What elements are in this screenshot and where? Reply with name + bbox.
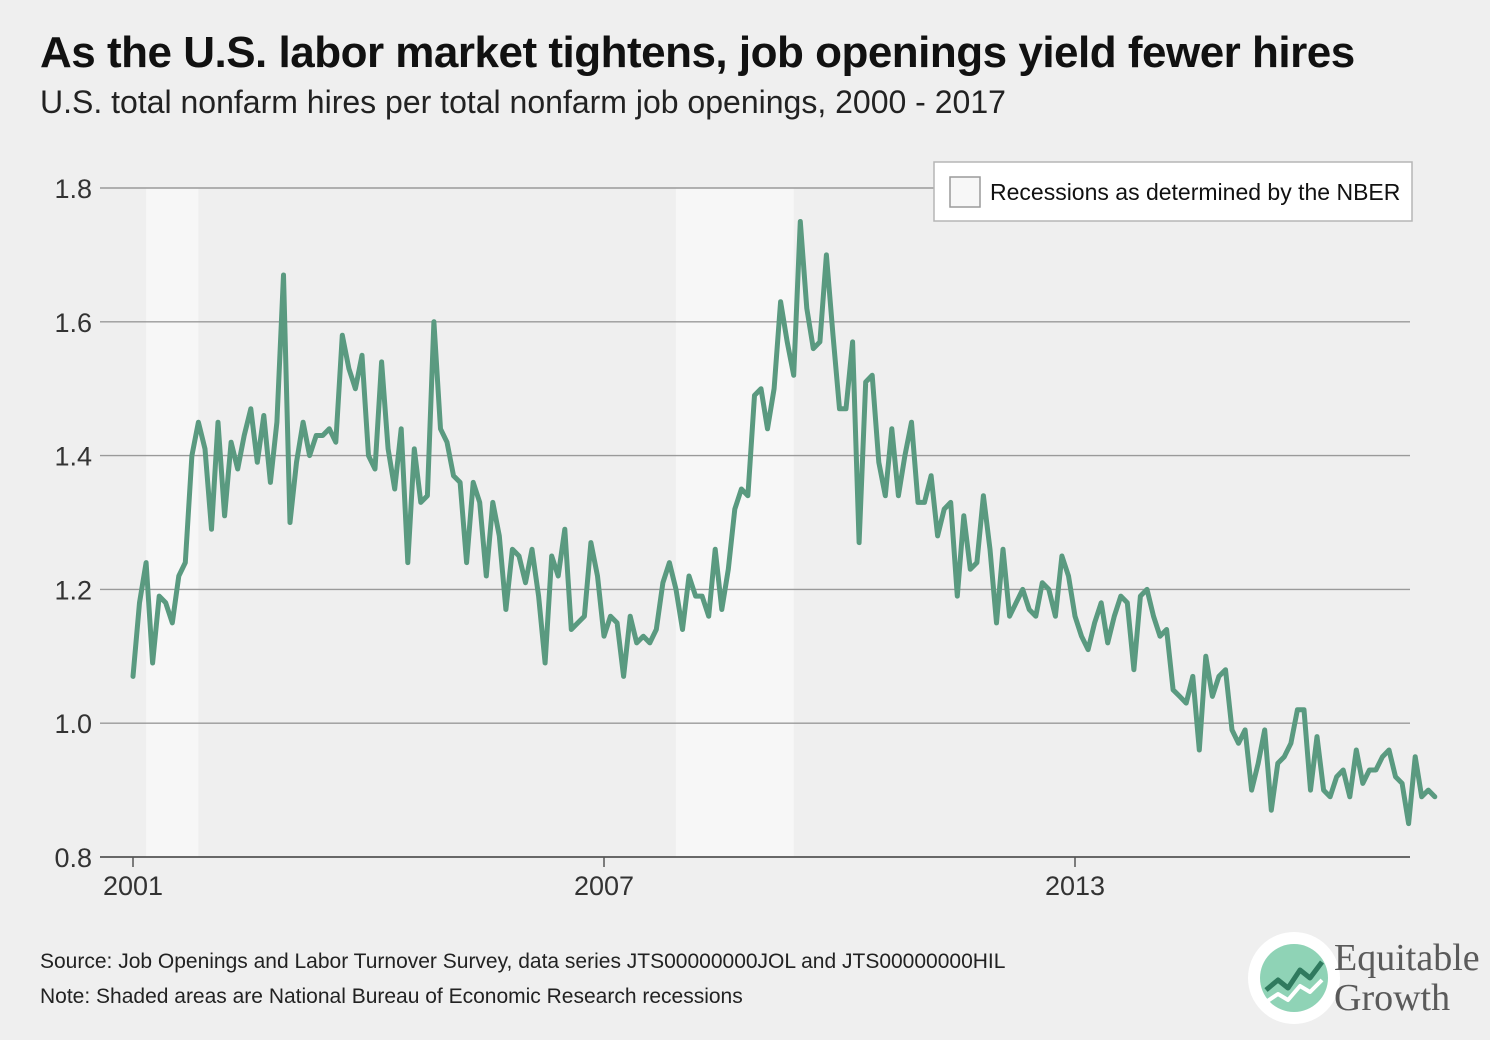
equitable-growth-logo: Equitable Growth	[1248, 932, 1490, 1028]
x-tick-label: 2007	[574, 871, 634, 901]
recession-band-1	[146, 188, 199, 857]
logo-wordmark: Equitable Growth	[1334, 938, 1480, 1018]
y-tick-label: 1.2	[54, 575, 92, 605]
y-axis: 0.8 1.0 1.2 1.4 1.6 1.8	[54, 174, 92, 873]
source-note: Source: Job Openings and Labor Turnover …	[40, 950, 1006, 973]
logo-line-2: Growth	[1334, 977, 1451, 1019]
logo-line-1: Equitable	[1334, 937, 1480, 979]
legend-label: Recessions as determined by the NBER	[990, 179, 1400, 205]
legend-box	[933, 161, 1413, 222]
y-tick-label: 1.4	[54, 442, 92, 472]
series-line-hires-per-opening	[130, 219, 1438, 827]
x-tick-label: 2013	[1045, 871, 1105, 901]
series-layer	[130, 219, 1438, 827]
footnote: Note: Shaded areas are National Bureau o…	[40, 985, 743, 1008]
x-tick-label: 2001	[103, 871, 163, 901]
gridlines	[100, 187, 1410, 858]
legend: Recessions as determined by the NBER	[933, 161, 1413, 222]
y-tick-label: 0.8	[54, 843, 92, 873]
chart-title: As the U.S. labor market tightens, job o…	[40, 28, 1355, 77]
y-tick-label: 1.8	[54, 174, 92, 204]
legend-swatch-recession	[949, 176, 981, 208]
chart-subtitle: U.S. total nonfarm hires per total nonfa…	[40, 84, 1006, 120]
growth-chart-icon	[1260, 944, 1328, 1012]
logo-badge	[1248, 932, 1340, 1024]
x-axis: 2001 2007 2013	[103, 857, 1105, 901]
y-tick-label: 1.6	[54, 308, 92, 338]
y-tick-label: 1.0	[54, 709, 92, 739]
